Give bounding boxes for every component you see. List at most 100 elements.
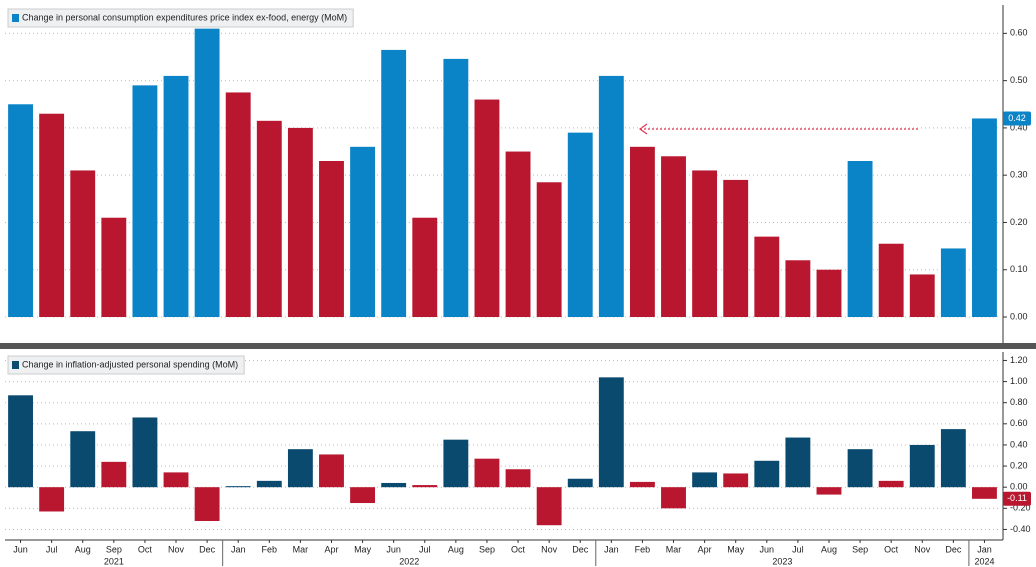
y-tick-label: 1.00 — [1010, 376, 1028, 386]
x-tick-label: Jan — [604, 544, 619, 554]
bar — [940, 429, 966, 488]
bar — [816, 269, 842, 317]
value-label-box — [1003, 111, 1031, 126]
annotation-arrowhead — [638, 123, 648, 135]
bar — [629, 146, 655, 317]
bar — [225, 92, 251, 317]
bar — [785, 437, 811, 488]
x-year-label: 2021 — [104, 556, 124, 566]
x-tick-label: Jul — [46, 544, 58, 554]
bar — [381, 49, 407, 318]
x-tick-label: Aug — [448, 544, 464, 554]
bar — [70, 431, 96, 488]
x-tick-label: Apr — [324, 544, 338, 554]
bar — [256, 480, 282, 488]
x-tick-label: Jul — [419, 544, 431, 554]
bar — [878, 243, 904, 317]
bar — [194, 28, 220, 318]
x-tick-label: Nov — [914, 544, 931, 554]
bar — [474, 99, 500, 317]
y-tick-label: 1.20 — [1010, 355, 1028, 365]
bar — [692, 170, 718, 317]
bar — [8, 395, 33, 488]
bar — [847, 449, 873, 488]
x-tick-label: Nov — [168, 544, 185, 554]
bar — [474, 458, 500, 488]
bar — [350, 146, 376, 317]
value-label: -0.11 — [1007, 493, 1027, 503]
bar — [256, 120, 282, 318]
x-tick-label: Sep — [852, 544, 868, 554]
y-tick-label: 0.00 — [1010, 482, 1028, 492]
y-tick-label: 0.30 — [1010, 170, 1028, 180]
bar — [754, 460, 780, 488]
x-year-label: 2022 — [399, 556, 419, 566]
bar — [754, 236, 780, 317]
x-tick-label: Apr — [698, 544, 712, 554]
x-tick-label: Dec — [199, 544, 216, 554]
bar — [536, 182, 562, 317]
value-label: 0.42 — [1008, 113, 1026, 123]
x-year-label: 2024 — [974, 556, 994, 566]
legend-swatch — [12, 14, 19, 22]
bar — [443, 439, 469, 488]
bar — [350, 487, 376, 504]
bar — [39, 487, 65, 512]
y-tick-label: 0.00 — [1010, 311, 1028, 321]
bar — [412, 217, 438, 317]
x-tick-label: Feb — [635, 544, 651, 554]
bar — [661, 487, 686, 509]
bar — [287, 127, 313, 317]
bar — [443, 58, 469, 318]
bar — [412, 485, 438, 488]
x-tick-label: Mar — [293, 544, 309, 554]
legend-swatch — [12, 361, 19, 369]
y-tick-label: -0.40 — [1010, 524, 1031, 534]
bar — [598, 75, 624, 317]
x-tick-label: Sep — [479, 544, 495, 554]
panel-separator — [0, 343, 1036, 349]
bar — [39, 113, 65, 318]
legend-box — [7, 8, 354, 28]
bar — [287, 449, 313, 488]
bar — [940, 248, 966, 317]
x-tick-label: Jan — [977, 544, 992, 554]
value-label-box — [1003, 491, 1031, 506]
bar — [101, 461, 127, 488]
y-tick-label: -0.20 — [1010, 503, 1031, 513]
bar — [816, 487, 842, 495]
x-tick-label: Jun — [13, 544, 28, 554]
bar — [319, 454, 344, 488]
bar — [132, 417, 158, 488]
x-tick-label: Sep — [106, 544, 122, 554]
bar — [536, 487, 562, 526]
x-tick-label: Jun — [760, 544, 775, 554]
y-tick-label: 0.20 — [1010, 217, 1028, 227]
x-tick-label: Jul — [792, 544, 804, 554]
x-tick-label: Mar — [666, 544, 682, 554]
x-tick-label: Jan — [231, 544, 246, 554]
bar — [567, 132, 593, 317]
bar — [972, 118, 997, 317]
bar — [194, 487, 220, 521]
y-tick-label: 0.40 — [1010, 439, 1028, 449]
bar — [878, 480, 904, 488]
y-tick-label: 0.80 — [1010, 397, 1028, 407]
bar — [381, 482, 407, 488]
bar — [598, 377, 624, 488]
bar — [692, 472, 718, 488]
legend-box — [7, 355, 245, 375]
bar — [972, 487, 997, 499]
y-tick-label: 0.60 — [1010, 418, 1028, 428]
bar — [909, 274, 935, 317]
bar — [629, 481, 655, 488]
y-tick-label: 0.40 — [1010, 122, 1028, 132]
bar — [101, 217, 127, 317]
x-tick-label: Oct — [511, 544, 526, 554]
x-tick-label: Aug — [821, 544, 837, 554]
legend-label: Change in inflation-adjusted personal sp… — [22, 359, 238, 369]
y-tick-label: 0.20 — [1010, 460, 1028, 470]
x-tick-label: Feb — [262, 544, 278, 554]
y-tick-label: 0.50 — [1010, 75, 1028, 85]
